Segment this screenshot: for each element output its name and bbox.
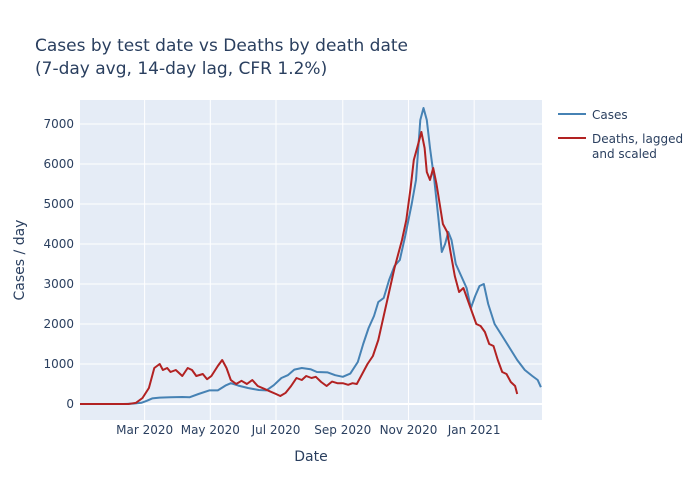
plot-area <box>80 100 542 420</box>
x-tick-label: Sep 2020 <box>314 423 371 437</box>
y-tick-label: 3000 <box>43 277 74 291</box>
chart-subtitle: (7-day avg, 14-day lag, CFR 1.2%) <box>35 59 327 79</box>
series-line-cases <box>80 107 542 405</box>
x-tick-label: Nov 2020 <box>380 423 438 437</box>
x-axis-title: Date <box>294 449 327 465</box>
y-tick-label: 6000 <box>43 157 74 171</box>
legend-label: and scaled <box>592 147 657 161</box>
y-tick-label: 4000 <box>43 237 74 251</box>
grid-lines <box>80 100 542 420</box>
y-axis-title: Cases / day <box>12 220 28 301</box>
x-tick-label: Jan 2021 <box>447 423 501 437</box>
y-tick-label: 2000 <box>43 317 74 331</box>
x-tick-label: Mar 2020 <box>116 423 173 437</box>
y-tick-label: 0 <box>66 397 74 411</box>
x-tick-label: Jul 2020 <box>251 423 301 437</box>
y-tick-label: 1000 <box>43 357 74 371</box>
legend-label: Cases <box>592 108 628 122</box>
series-layer <box>80 107 542 405</box>
legend-label: Deaths, lagged <box>592 132 683 146</box>
y-tick-label: 5000 <box>43 197 74 211</box>
y-tick-label: 7000 <box>43 117 74 131</box>
series-line-deaths <box>80 131 519 405</box>
axis-ticks: 0 1000 2000 3000 4000 5000 6000 7000 Mar 2020 May… <box>43 117 500 437</box>
x-tick-label: May 2020 <box>181 423 240 437</box>
chart-title: Cases by test date vs Deaths by death da… <box>35 36 408 56</box>
